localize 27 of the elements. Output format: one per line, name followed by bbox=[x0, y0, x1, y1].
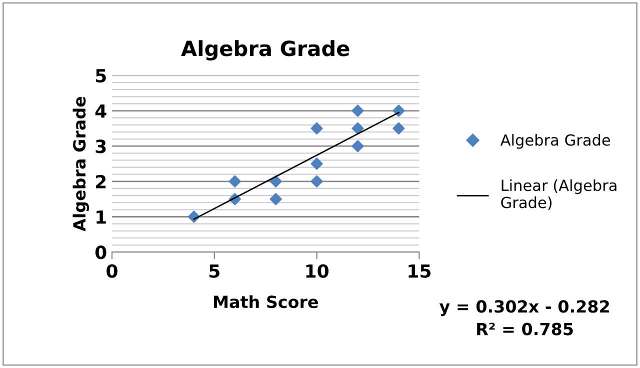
y-tick-label: 5 bbox=[96, 69, 106, 83]
point bbox=[352, 122, 364, 135]
x-tick-label: 10 bbox=[306, 264, 328, 278]
y-axis-title: Algebra Grade bbox=[72, 96, 90, 232]
point bbox=[310, 158, 323, 170]
point bbox=[392, 104, 405, 117]
point bbox=[270, 193, 282, 206]
x-axis-title: Math Score bbox=[214, 295, 318, 308]
legend-label: Algebra Grade bbox=[500, 134, 610, 149]
point bbox=[310, 122, 323, 135]
x-tick-label: 15 bbox=[408, 264, 430, 278]
x-tick-label: 5 bbox=[210, 264, 220, 278]
y-tick-label: 2 bbox=[96, 174, 106, 188]
y-tick-label: 3 bbox=[96, 140, 106, 154]
legend-label: Linear (Algebra Grade) bbox=[501, 179, 616, 210]
x-tick-label: 0 bbox=[106, 264, 118, 278]
point bbox=[310, 175, 323, 188]
text: y = 0.302x - 0.282 R² = 0.785 bbox=[439, 300, 609, 336]
chart-title: Algebra Grade bbox=[181, 40, 350, 60]
point bbox=[228, 175, 241, 188]
y-tick-label: 1 bbox=[96, 210, 106, 224]
point bbox=[270, 175, 282, 188]
point bbox=[352, 104, 364, 117]
y-tick-label: 0 bbox=[95, 246, 106, 260]
point bbox=[392, 122, 405, 135]
y-tick-label: 4 bbox=[95, 104, 106, 118]
point bbox=[352, 140, 364, 152]
